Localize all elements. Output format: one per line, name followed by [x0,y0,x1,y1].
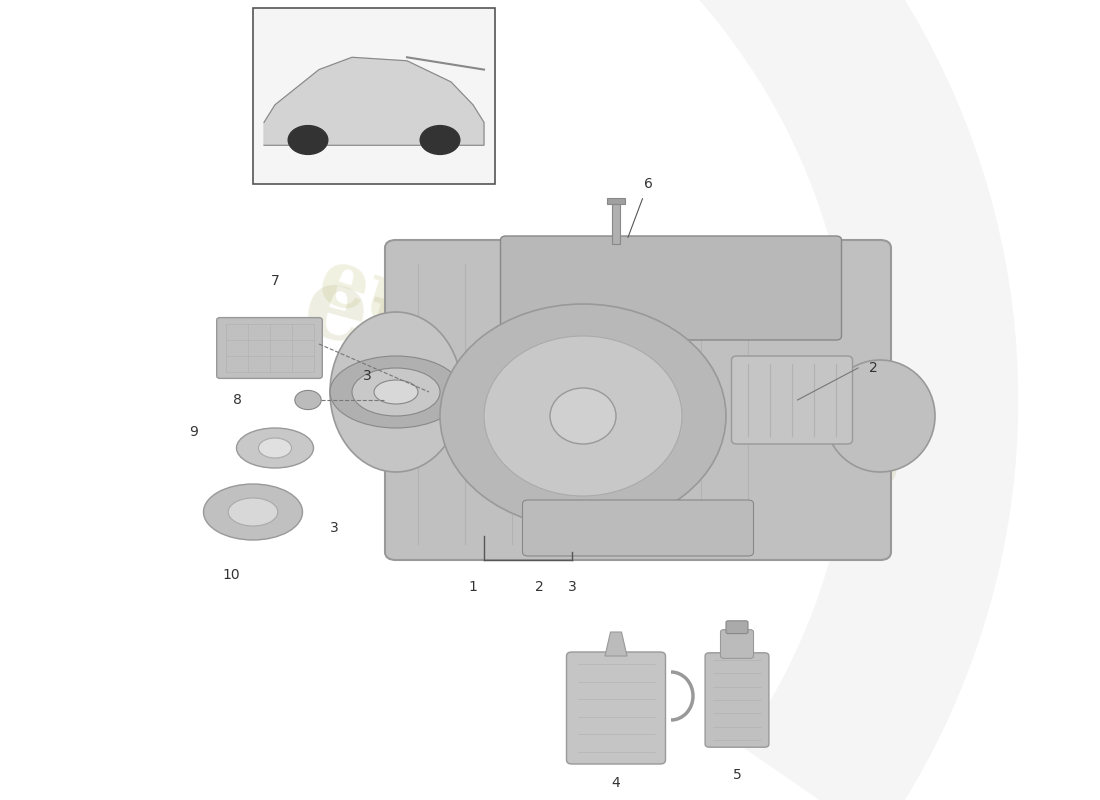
FancyBboxPatch shape [385,240,891,560]
Text: 2: 2 [869,361,878,375]
Circle shape [420,126,460,154]
FancyBboxPatch shape [566,652,666,764]
Text: 5: 5 [733,768,741,782]
FancyBboxPatch shape [705,653,769,747]
Text: eurospares: eurospares [309,242,791,462]
FancyBboxPatch shape [732,356,852,444]
FancyBboxPatch shape [720,630,754,658]
Circle shape [295,390,321,410]
Ellipse shape [825,360,935,472]
Text: 3: 3 [363,369,372,383]
Ellipse shape [330,356,462,428]
Text: 8: 8 [233,393,242,407]
Bar [607,198,625,204]
Text: 6: 6 [644,177,652,191]
Text: 1: 1 [469,580,477,594]
Bar [612,204,620,244]
Polygon shape [264,58,484,146]
Ellipse shape [258,438,292,458]
FancyBboxPatch shape [217,318,322,378]
Bar [253,8,495,184]
Text: 3: 3 [568,580,576,594]
Text: 10: 10 [222,568,240,582]
Text: eurospares: eurospares [294,257,916,511]
Text: 7: 7 [271,274,279,288]
FancyBboxPatch shape [522,500,754,556]
Polygon shape [486,285,790,515]
Ellipse shape [352,368,440,416]
Polygon shape [605,632,627,656]
Ellipse shape [229,498,277,526]
Ellipse shape [236,428,314,468]
Ellipse shape [484,336,682,496]
Ellipse shape [440,304,726,528]
Ellipse shape [204,484,302,540]
Text: a passion for excellence 1985: a passion for excellence 1985 [365,394,691,518]
Ellipse shape [374,380,418,404]
FancyBboxPatch shape [726,621,748,634]
Text: 3: 3 [330,521,339,535]
Text: 2: 2 [535,580,543,594]
Text: 4: 4 [612,776,620,790]
Text: 9: 9 [189,425,198,439]
FancyBboxPatch shape [500,236,842,340]
Circle shape [288,126,328,154]
Ellipse shape [550,388,616,444]
Text: a passion for excellence 1985: a passion for excellence 1985 [367,413,777,547]
Ellipse shape [330,312,462,472]
